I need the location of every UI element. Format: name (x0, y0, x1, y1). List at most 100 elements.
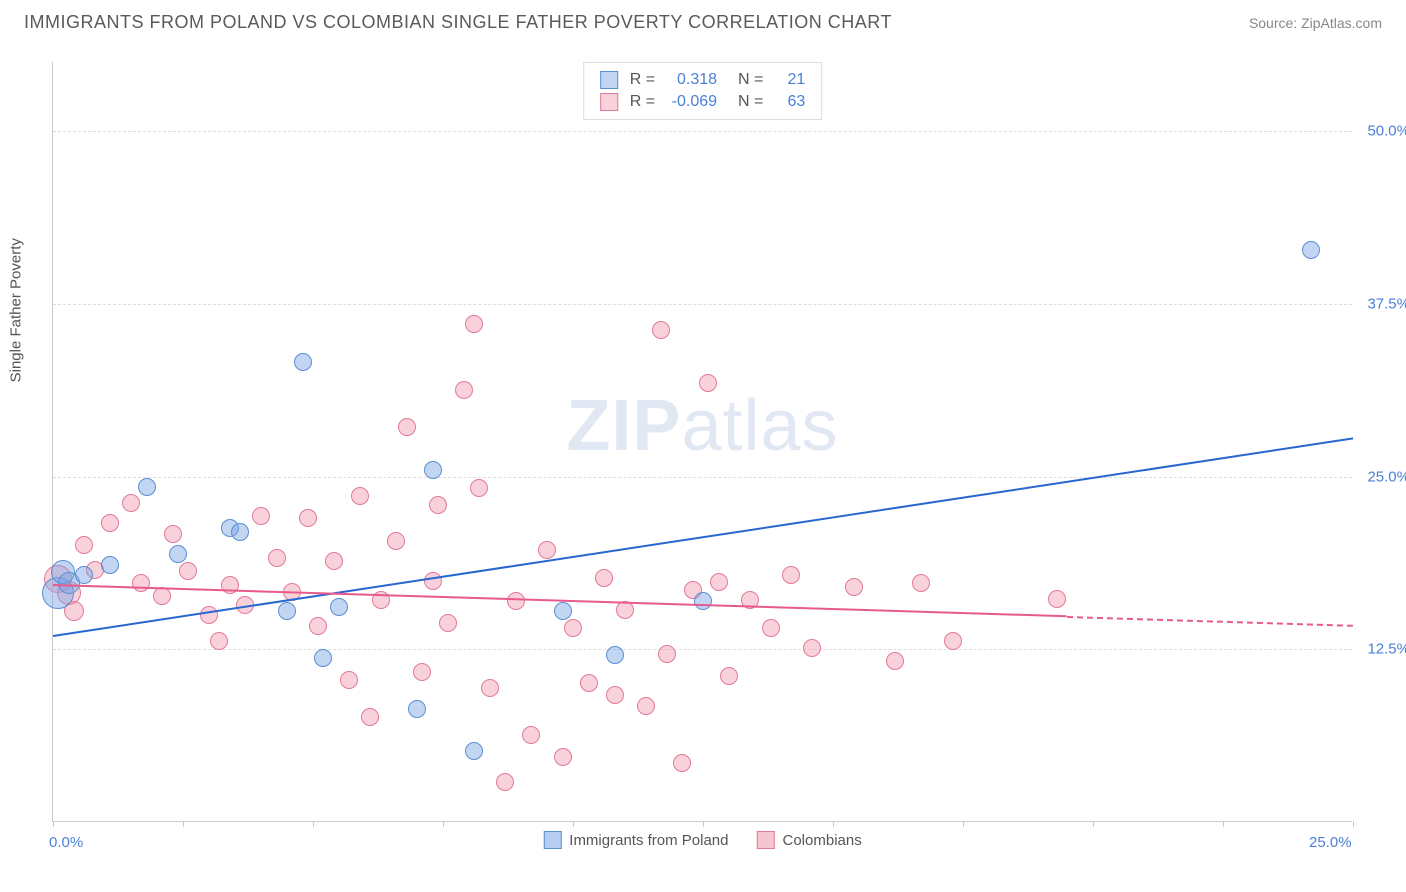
data-point (424, 572, 442, 590)
data-point (309, 617, 327, 635)
data-point (268, 549, 286, 567)
data-point (803, 639, 821, 657)
legend-swatch (600, 93, 618, 111)
legend-n-label: N = (729, 93, 763, 111)
data-point (652, 321, 670, 339)
data-point (408, 700, 426, 718)
data-point (101, 514, 119, 532)
data-point (507, 592, 525, 610)
legend-r-value: -0.069 (667, 93, 717, 111)
data-point (351, 487, 369, 505)
gridline (53, 131, 1352, 132)
legend-r-label: R = (630, 93, 655, 111)
x-tick-label: 0.0% (49, 834, 83, 851)
data-point (944, 632, 962, 650)
chart-title: IMMIGRANTS FROM POLAND VS COLOMBIAN SING… (24, 12, 892, 33)
data-point (496, 773, 514, 791)
x-tick (833, 821, 834, 827)
data-point (179, 562, 197, 580)
legend-series-label: Colombians (783, 832, 862, 849)
legend-swatch (543, 831, 561, 849)
data-point (361, 708, 379, 726)
data-point (278, 602, 296, 620)
data-point (231, 523, 249, 541)
scatter-chart: ZIPatlas R =0.318 N =21R =-0.069 N =63 I… (52, 62, 1352, 822)
data-point (164, 525, 182, 543)
legend-swatch (600, 71, 618, 89)
y-tick-label: 37.5% (1367, 295, 1406, 312)
gridline (53, 304, 1352, 305)
x-tick (963, 821, 964, 827)
legend-correlation-row: R = 0.318 N = 21 (600, 69, 806, 91)
legend-correlation-row: R = -0.069 N = 63 (600, 91, 806, 113)
legend-series-label: Immigrants from Poland (569, 832, 728, 849)
chart-header: IMMIGRANTS FROM POLAND VS COLOMBIAN SING… (0, 0, 1406, 41)
x-tick (1353, 821, 1354, 827)
data-point (294, 353, 312, 371)
chart-source: Source: ZipAtlas.com (1249, 15, 1382, 31)
data-point (606, 646, 624, 664)
data-point (554, 602, 572, 620)
data-point (720, 667, 738, 685)
data-point (75, 566, 93, 584)
data-point (387, 532, 405, 550)
data-point (439, 614, 457, 632)
data-point (455, 381, 473, 399)
data-point (564, 619, 582, 637)
x-tick (573, 821, 574, 827)
legend-n-value: 63 (775, 93, 805, 111)
data-point (673, 754, 691, 772)
legend-r-label: R = (630, 71, 655, 89)
data-point (169, 545, 187, 563)
y-axis-label: Single Father Poverty (8, 238, 25, 382)
data-point (325, 552, 343, 570)
data-point (886, 652, 904, 670)
legend-n-label: N = (729, 71, 763, 89)
legend-swatch (757, 831, 775, 849)
data-point (465, 315, 483, 333)
data-point (132, 574, 150, 592)
data-point (637, 697, 655, 715)
data-point (101, 556, 119, 574)
data-point (138, 478, 156, 496)
data-point (658, 645, 676, 663)
data-point (481, 679, 499, 697)
x-tick (1223, 821, 1224, 827)
data-point (413, 663, 431, 681)
data-point (694, 592, 712, 610)
legend-correlation-box: R = 0.318 N = 21 R = -0.069 N = 63 (583, 62, 823, 120)
x-tick (183, 821, 184, 827)
data-point (122, 494, 140, 512)
data-point (762, 619, 780, 637)
trend-line (1067, 616, 1353, 627)
data-point (465, 742, 483, 760)
data-point (340, 671, 358, 689)
legend-r-value: 0.318 (667, 71, 717, 89)
data-point (1302, 241, 1320, 259)
data-point (595, 569, 613, 587)
data-point (314, 649, 332, 667)
data-point (710, 573, 728, 591)
data-point (554, 748, 572, 766)
data-point (522, 726, 540, 744)
data-point (470, 479, 488, 497)
gridline (53, 649, 1352, 650)
gridline (53, 477, 1352, 478)
data-point (782, 566, 800, 584)
x-tick (1093, 821, 1094, 827)
data-point (200, 606, 218, 624)
legend-n-value: 21 (775, 71, 805, 89)
y-tick-label: 12.5% (1367, 641, 1406, 658)
data-point (699, 374, 717, 392)
x-tick (703, 821, 704, 827)
data-point (299, 509, 317, 527)
data-point (210, 632, 228, 650)
data-point (330, 598, 348, 616)
data-point (606, 686, 624, 704)
data-point (1048, 590, 1066, 608)
x-tick (443, 821, 444, 827)
data-point (424, 461, 442, 479)
legend-series-item: Immigrants from Poland (543, 831, 728, 849)
data-point (538, 541, 556, 559)
data-point (252, 507, 270, 525)
